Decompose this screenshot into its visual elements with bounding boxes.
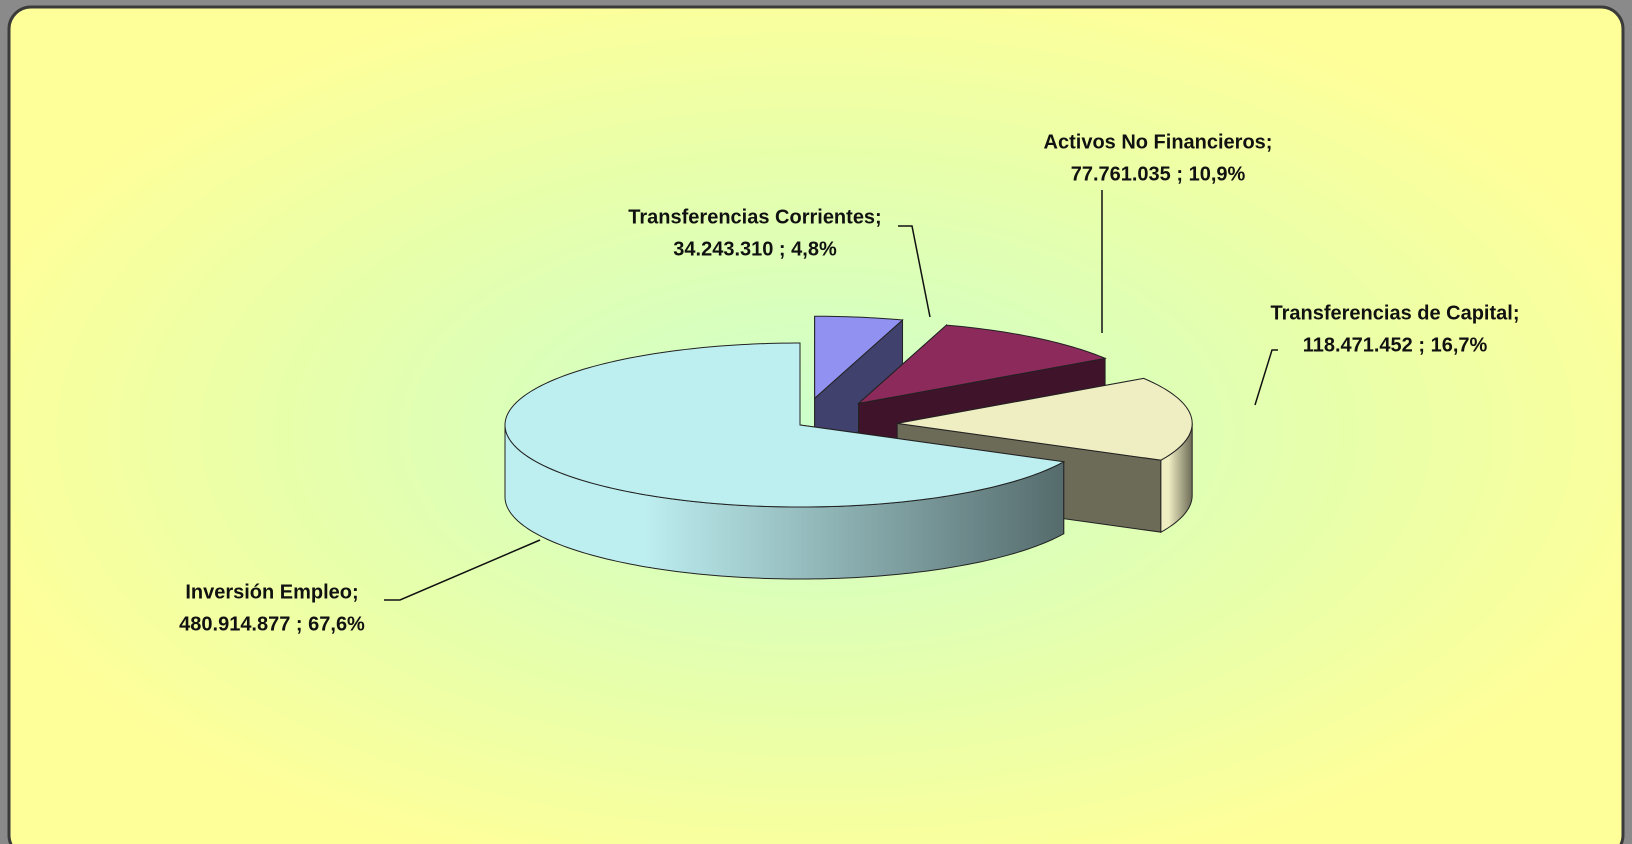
data-label-name: Inversión Empleo; [185, 581, 358, 603]
slice-top [814, 315, 904, 400]
data-label-value: 34.243.310 ; 4,8% [673, 238, 837, 260]
data-label-name: Transferencias de Capital; [1271, 302, 1520, 324]
slice-top [504, 342, 1066, 508]
data-label-name: Transferencias Corrientes; [628, 206, 881, 228]
data-label-value: 118.471.452 ; 16,7% [1303, 334, 1488, 356]
leader-line [1254, 349, 1278, 406]
data-label-value: 480.914.877 ; 67,6% [179, 613, 365, 635]
leader-line [898, 225, 931, 318]
pie-slice [504, 342, 1066, 580]
slice-top [897, 377, 1193, 461]
leader-line [384, 539, 541, 601]
data-label-name: Activos No Financieros; [1044, 131, 1273, 153]
slice-top [856, 324, 1107, 405]
data-label-value: 77.761.035 ; 10,9% [1071, 163, 1246, 185]
